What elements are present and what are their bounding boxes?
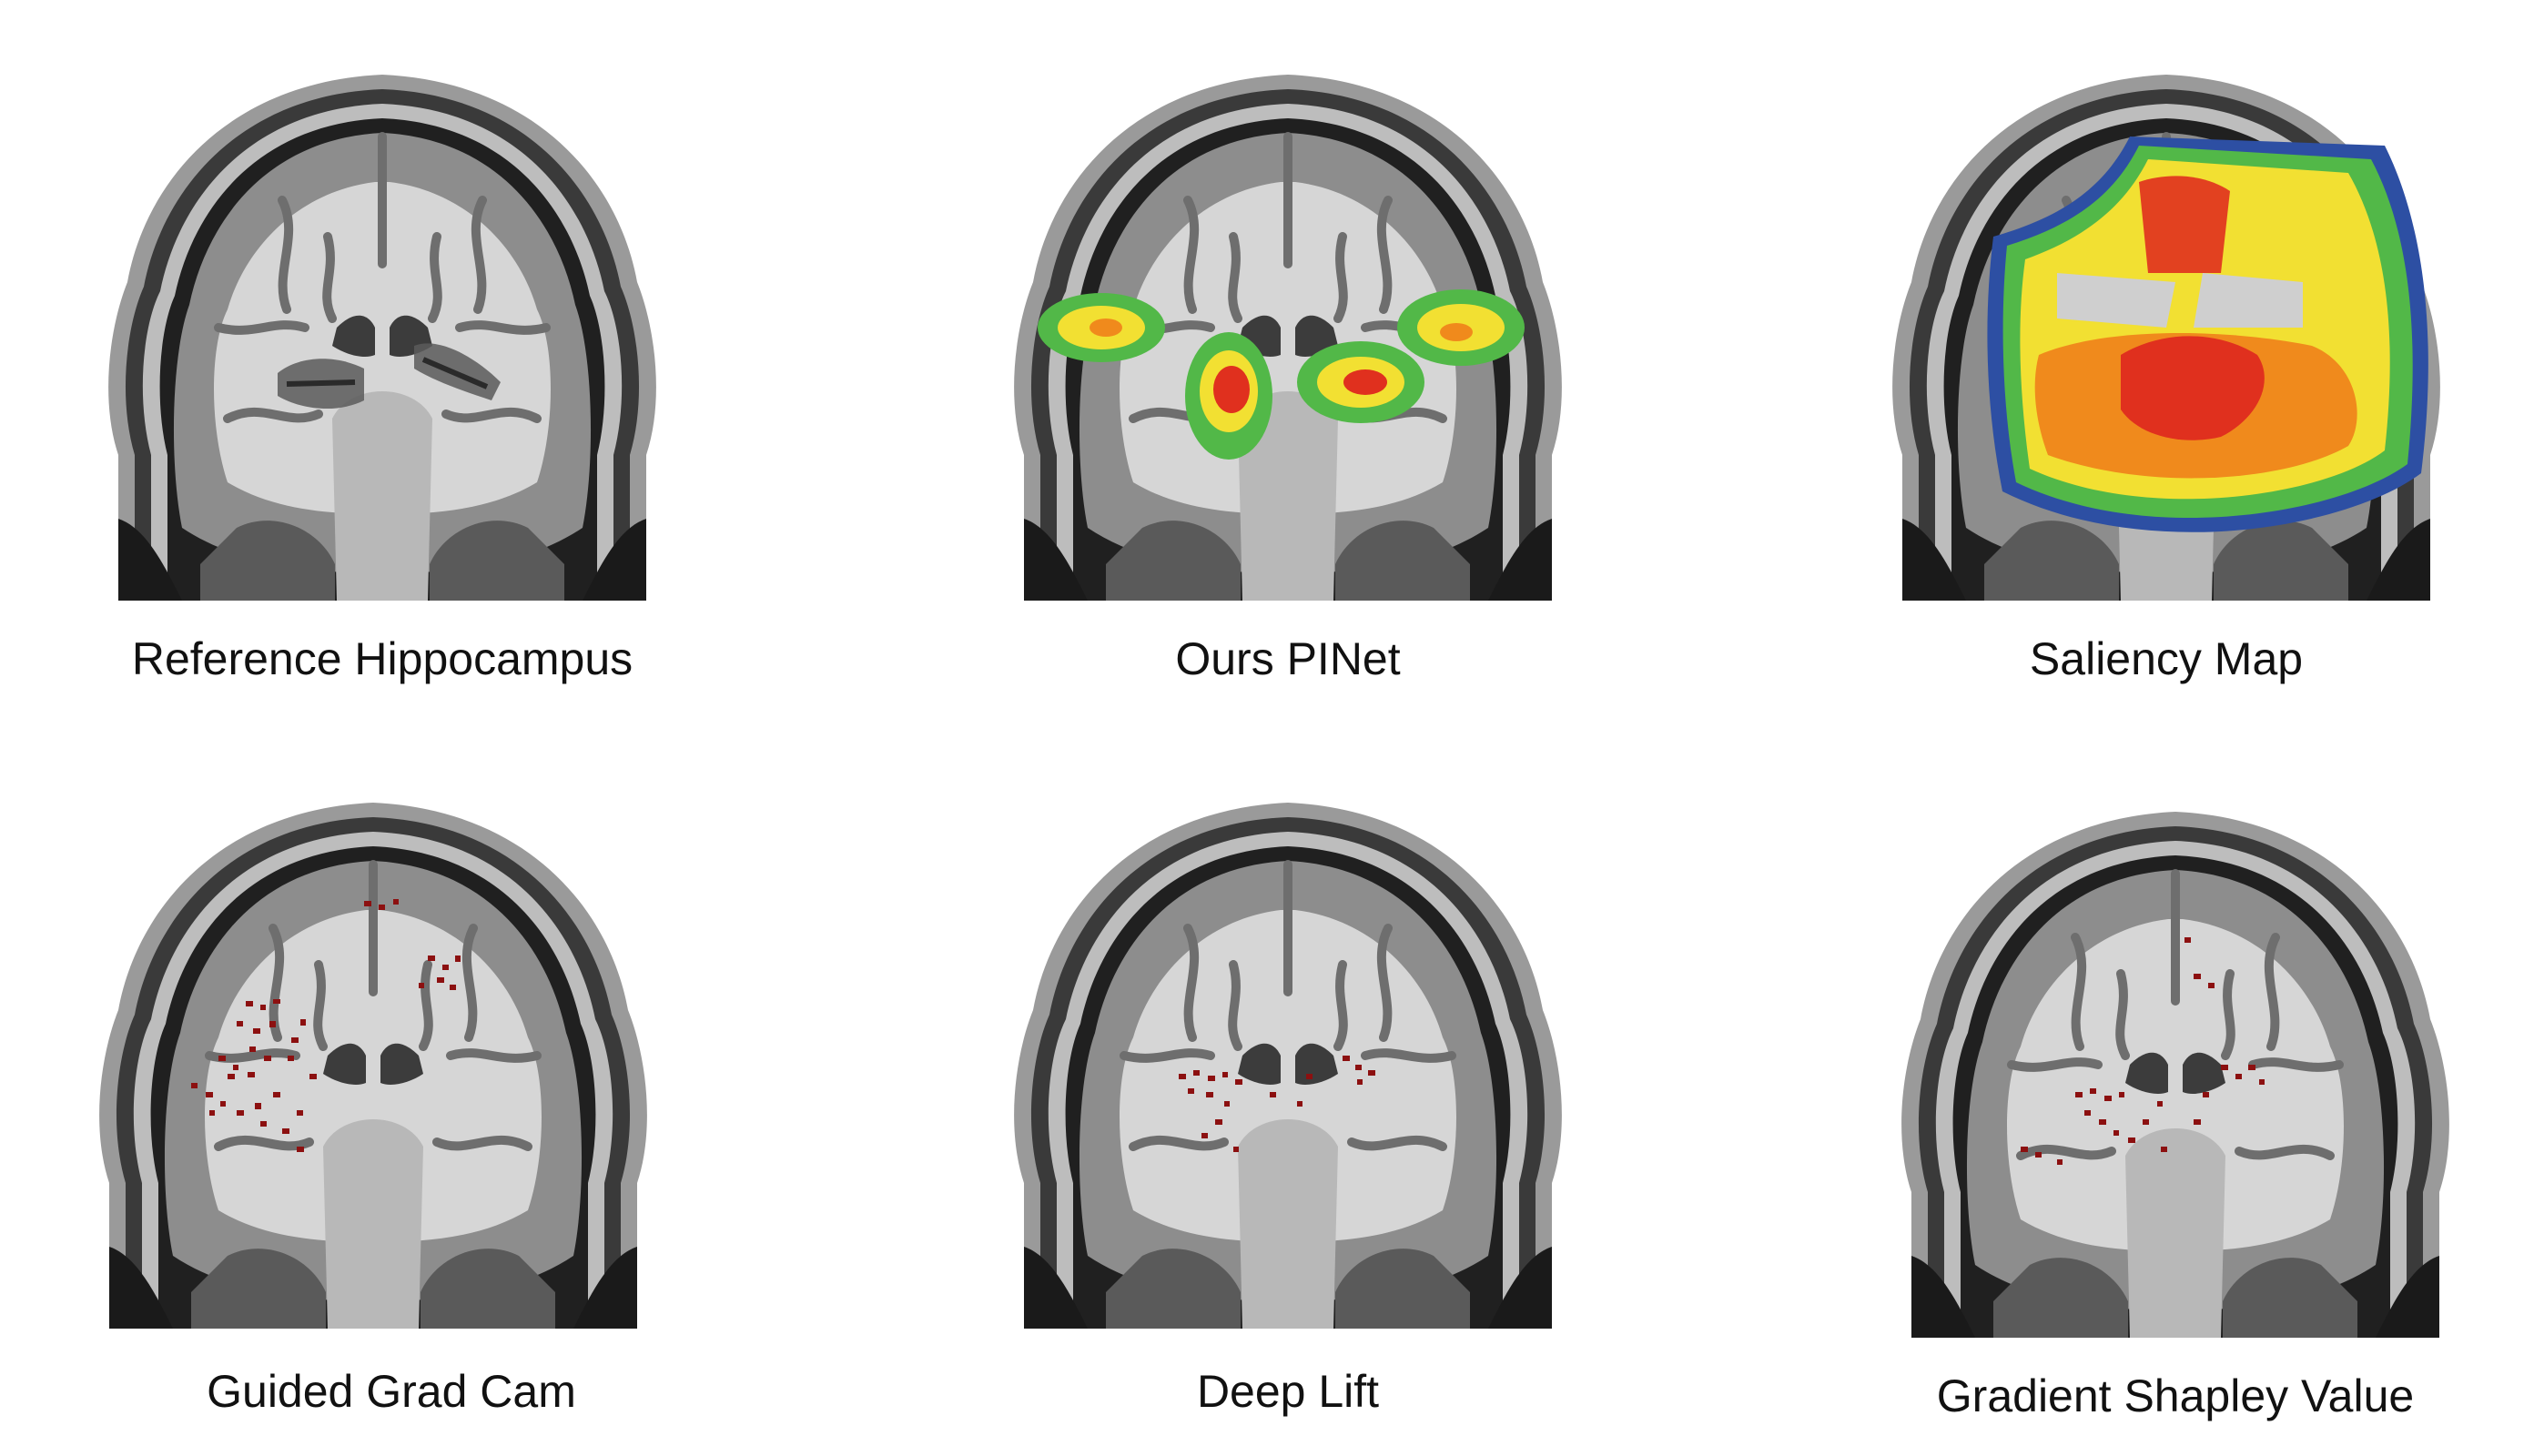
brain-scan-image: [91, 55, 674, 619]
panel-guided-grad-cam: Guided Grad Cam: [55, 783, 692, 1438]
brain-scan-image: [997, 783, 1579, 1347]
panel-caption: Reference Hippocampus: [131, 633, 634, 684]
deep-lift-speckle-overlay: [1179, 1056, 1375, 1152]
panel-ours-pinet: Ours PINet: [969, 36, 1607, 692]
panel-caption: Guided Grad Cam: [207, 1366, 576, 1417]
panel-caption: Gradient Shapley Value: [1936, 1370, 2415, 1421]
panel-caption: Saliency Map: [2029, 633, 2304, 684]
panel-gradient-shapley-value: Gradient Shapley Value: [1848, 783, 2503, 1438]
panel-caption: Deep Lift: [1196, 1366, 1380, 1417]
brain-scan-image: [1875, 55, 2458, 619]
brain-scan-image: [82, 783, 664, 1347]
hippocampus-overlay: [278, 343, 501, 410]
saliency-heatmap-overlay: [1987, 136, 2428, 532]
pinet-heatmap-overlay: [1038, 289, 1525, 460]
panel-saliency-map: Saliency Map: [1848, 36, 2485, 692]
panel-caption: Ours PINet: [1175, 633, 1401, 684]
panel-deep-lift: Deep Lift: [969, 783, 1607, 1438]
gradient-shapley-speckle-overlay: [2021, 937, 2265, 1165]
panel-reference-hippocampus: Reference Hippocampus: [82, 36, 719, 692]
brain-scan-image: [1884, 792, 2467, 1356]
guided-grad-cam-speckle-overlay: [191, 899, 461, 1152]
brain-scan-image: [997, 55, 1579, 619]
